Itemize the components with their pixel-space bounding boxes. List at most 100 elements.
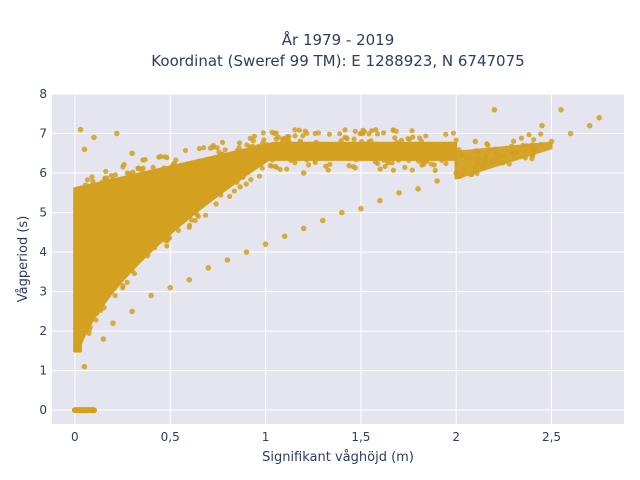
scatter-point — [492, 146, 498, 152]
scatter-point — [145, 253, 151, 259]
scatter-point — [477, 155, 483, 161]
scatter-point — [443, 160, 449, 167]
scatter-point — [485, 142, 491, 148]
scatter-point — [373, 127, 379, 133]
x-axis-title: Signifikant våghöjd (m) — [262, 450, 414, 465]
scatter-point — [84, 177, 91, 183]
scatter-point — [192, 217, 198, 224]
scatter-point — [175, 227, 182, 234]
scatter-point — [415, 186, 421, 192]
y-tick-label: 0 — [39, 403, 47, 417]
scatter-point — [110, 320, 116, 327]
scatter-point — [300, 225, 307, 232]
scatter-point — [375, 160, 381, 167]
scatter-point — [454, 161, 460, 167]
scatter-point — [218, 192, 224, 198]
scatter-point — [162, 238, 169, 244]
scatter-point — [91, 134, 97, 141]
scatter-point — [409, 167, 415, 173]
scatter-point — [524, 143, 530, 149]
scatter-point — [251, 133, 258, 139]
scatter-point — [493, 150, 499, 156]
scatter-point — [327, 161, 333, 168]
scatter-point — [480, 162, 486, 168]
scatter-point — [214, 145, 220, 151]
scatter-point — [201, 145, 207, 151]
scatter-point — [410, 134, 416, 140]
x-tick-label: 1 — [262, 430, 270, 444]
scatter-point — [87, 324, 93, 330]
scatter-point — [273, 136, 279, 142]
scatter-point — [100, 336, 107, 342]
scatter-point — [459, 152, 465, 158]
scatter-point — [312, 157, 318, 163]
scatter-point — [102, 175, 108, 182]
scatter-point — [529, 142, 536, 148]
scatter-point — [240, 174, 246, 180]
scatter-point — [99, 179, 106, 185]
scatter-point — [205, 265, 212, 271]
scatter-point — [300, 133, 306, 139]
x-tick-label: 0,5 — [161, 430, 180, 444]
scatter-point — [419, 157, 425, 163]
scatter-point — [94, 310, 100, 316]
y-tick-labels: 0 1 2 3 4 5 6 7 8 — [39, 87, 47, 417]
scatter-point — [389, 160, 395, 166]
scatter-point — [167, 284, 174, 291]
scatter-cloud-band — [73, 141, 458, 353]
scatter-point — [256, 173, 263, 179]
scatter-point — [415, 154, 421, 161]
scatter-point — [467, 155, 473, 161]
scatter-point — [539, 122, 545, 129]
scatter-point — [382, 163, 388, 170]
scatter-point — [511, 138, 517, 144]
scatter-point — [279, 138, 286, 144]
y-tick-label: 2 — [39, 324, 47, 338]
scatter-point — [352, 165, 358, 171]
scatter-point — [351, 136, 357, 142]
scatter-point — [522, 155, 528, 161]
scatter-point — [366, 131, 372, 137]
scatter-point — [500, 153, 507, 159]
scatter-point — [263, 142, 269, 148]
scatter-point — [394, 139, 400, 145]
scatter-point — [93, 317, 99, 323]
scatter-point — [377, 166, 383, 172]
scatter-point — [234, 179, 240, 185]
scatter-point — [216, 149, 222, 155]
scatter-point — [140, 157, 146, 163]
scatter-point — [129, 150, 135, 157]
scatter-point — [432, 167, 438, 174]
scatter-point — [161, 165, 167, 171]
scatter-point — [423, 157, 429, 163]
scatter-point — [418, 138, 425, 144]
scatter-point — [323, 163, 329, 169]
y-tick-label: 1 — [39, 364, 47, 378]
y-tick-label: 7 — [39, 127, 47, 141]
x-tick-label: 2,5 — [542, 430, 561, 444]
scatter-point — [462, 166, 468, 172]
scatter-point — [337, 131, 343, 137]
scatter-point — [325, 167, 331, 173]
scatter-point — [222, 147, 228, 153]
scatter-point — [313, 139, 319, 145]
scatter-point — [398, 137, 405, 143]
scatter-point — [268, 163, 274, 169]
scatter-point — [443, 131, 449, 137]
scatter-point — [162, 154, 168, 160]
scatter-point — [124, 279, 130, 285]
scatter-point — [237, 184, 243, 190]
scatter-point — [453, 170, 460, 176]
scatter-point — [304, 157, 310, 163]
scatter-point — [152, 245, 158, 251]
scatter-point — [472, 138, 479, 145]
scatter-point — [114, 130, 120, 137]
scatter-point — [288, 157, 294, 163]
scatter-points — [72, 107, 603, 413]
scatter-point — [377, 197, 383, 204]
scatter-point — [458, 172, 464, 178]
scatter-point — [261, 137, 267, 143]
scatter-point — [358, 205, 364, 212]
scatter-point — [456, 147, 462, 153]
scatter-point — [538, 141, 544, 148]
